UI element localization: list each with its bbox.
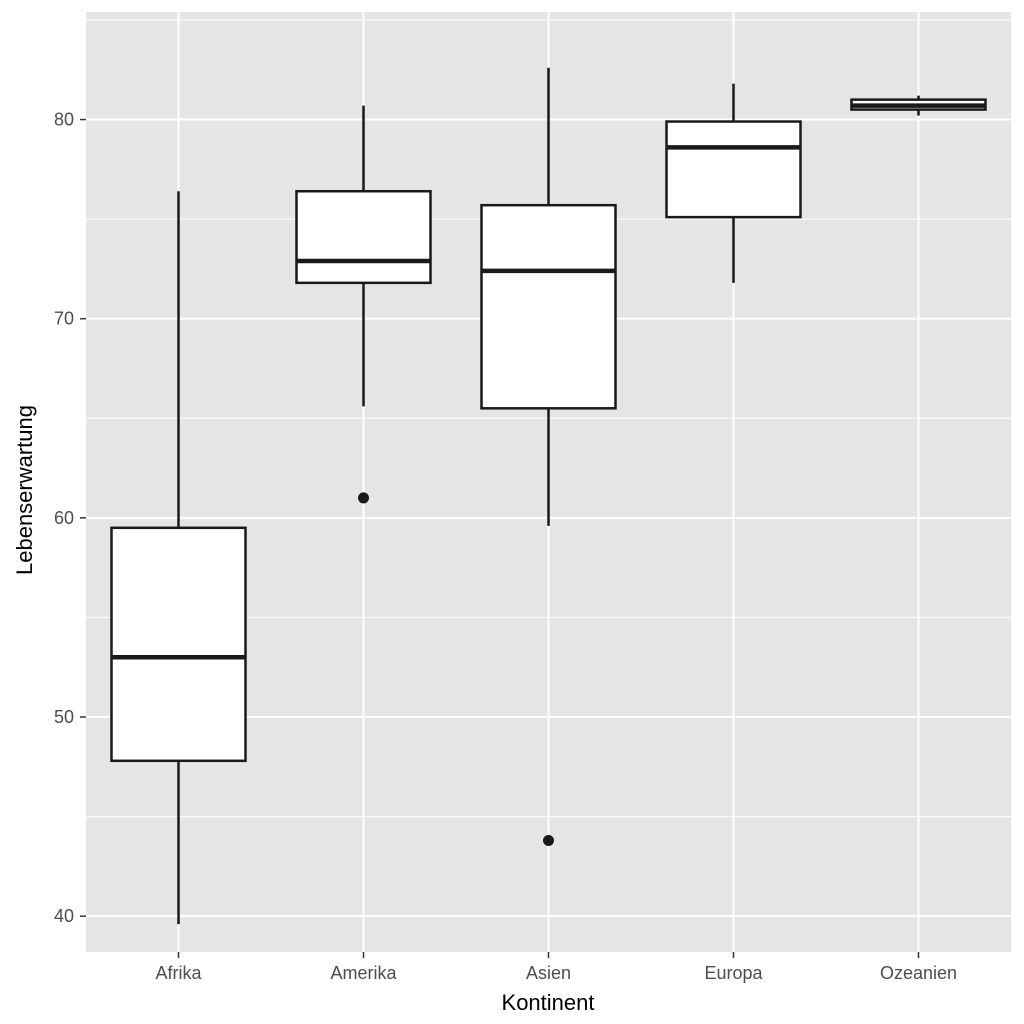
box-ozeanien [850, 95, 987, 116]
x-tick-label: Ozeanien [880, 963, 957, 983]
y-tick-label: 60 [54, 508, 74, 528]
x-tick-label: Afrika [155, 963, 202, 983]
y-axis-title: Lebenserwartung [12, 405, 37, 575]
x-tick-label: Europa [704, 963, 763, 983]
outlier-point [543, 834, 554, 846]
y-tick-label: 50 [54, 707, 74, 727]
box-asien [480, 67, 617, 846]
outlier-point [358, 492, 369, 504]
y-tick-label: 70 [54, 309, 74, 329]
iqr-box [480, 203, 617, 410]
x-tick-label: Asien [526, 963, 571, 983]
box-afrika [110, 191, 247, 925]
iqr-box [665, 120, 802, 219]
x-axis-ticks: Afrika Amerika Asien Europa Ozeanien [155, 952, 957, 983]
iqr-box [110, 526, 247, 763]
y-axis-ticks: 40 50 60 70 80 [54, 110, 86, 926]
iqr-box [295, 189, 432, 285]
x-tick-label: Amerika [330, 963, 397, 983]
box-group [110, 67, 987, 925]
y-tick-label: 80 [54, 110, 74, 130]
box-amerika [295, 105, 432, 504]
x-axis-title: Kontinent [502, 990, 595, 1015]
y-tick-label: 40 [54, 906, 74, 926]
box-europa [665, 83, 802, 283]
